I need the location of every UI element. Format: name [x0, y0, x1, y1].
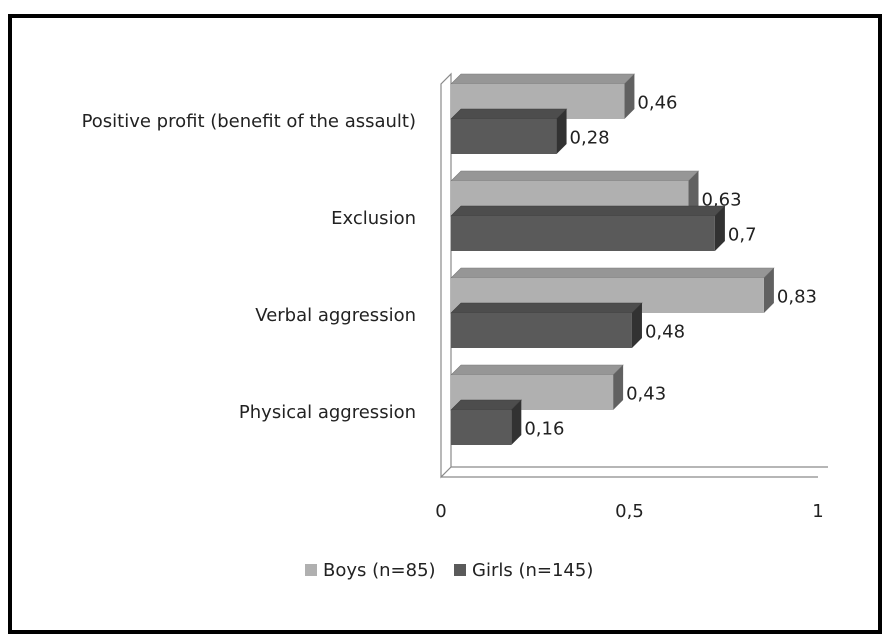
- data-label: 0,7: [728, 225, 757, 246]
- bar-top-face: [450, 364, 624, 376]
- bar-side-face: [556, 109, 567, 154]
- bar-top-face: [450, 302, 643, 314]
- bar-girls-3: [451, 410, 512, 445]
- category-label: Physical aggression: [239, 402, 416, 423]
- data-label: 0,43: [626, 384, 666, 405]
- data-label: 0,46: [637, 93, 677, 114]
- bar-top-face: [450, 399, 523, 411]
- bar-side-face: [511, 400, 522, 445]
- legend-label: Boys (n=85): [323, 560, 436, 581]
- category-label: Verbal aggression: [255, 305, 416, 326]
- category-label: Positive profit (benefit of the assault): [82, 111, 416, 132]
- chart-frame: [8, 14, 882, 634]
- bar-girls-1: [451, 216, 715, 251]
- x-tick-label: 1: [812, 501, 823, 522]
- x-tick-label: 0: [435, 501, 446, 522]
- data-label: 0,16: [524, 419, 564, 440]
- bar-side-face: [613, 365, 624, 410]
- bar-top-face: [450, 108, 568, 120]
- bar-side-face: [714, 206, 725, 251]
- data-label: 0,48: [645, 322, 685, 343]
- bar-top-face: [450, 267, 775, 279]
- data-label: 0,83: [777, 287, 817, 308]
- legend-swatch: [454, 564, 466, 576]
- bar-top-face: [450, 170, 700, 182]
- bar-side-face: [763, 268, 774, 313]
- data-label: 0,63: [702, 190, 742, 211]
- bar-girls-2: [451, 313, 632, 348]
- category-label: Exclusion: [331, 208, 416, 229]
- bar-chart: 0,46 0,28 0,63 0,7 0,83 0,48 0,43 0,16 Positive…: [82, 72, 828, 581]
- bar-side-face: [688, 171, 699, 216]
- legend-swatch: [305, 564, 317, 576]
- floor-edge: [441, 466, 828, 478]
- back-wall: [440, 72, 452, 479]
- legend-label: Girls (n=145): [472, 560, 593, 581]
- bar-top-face: [450, 73, 636, 85]
- data-label: 0,28: [570, 128, 610, 149]
- bar-side-face: [631, 303, 642, 348]
- x-tick-label: 0,5: [615, 501, 644, 522]
- bar-top-face: [450, 205, 726, 217]
- bar-side-face: [624, 74, 635, 119]
- bar-girls-0: [451, 119, 557, 154]
